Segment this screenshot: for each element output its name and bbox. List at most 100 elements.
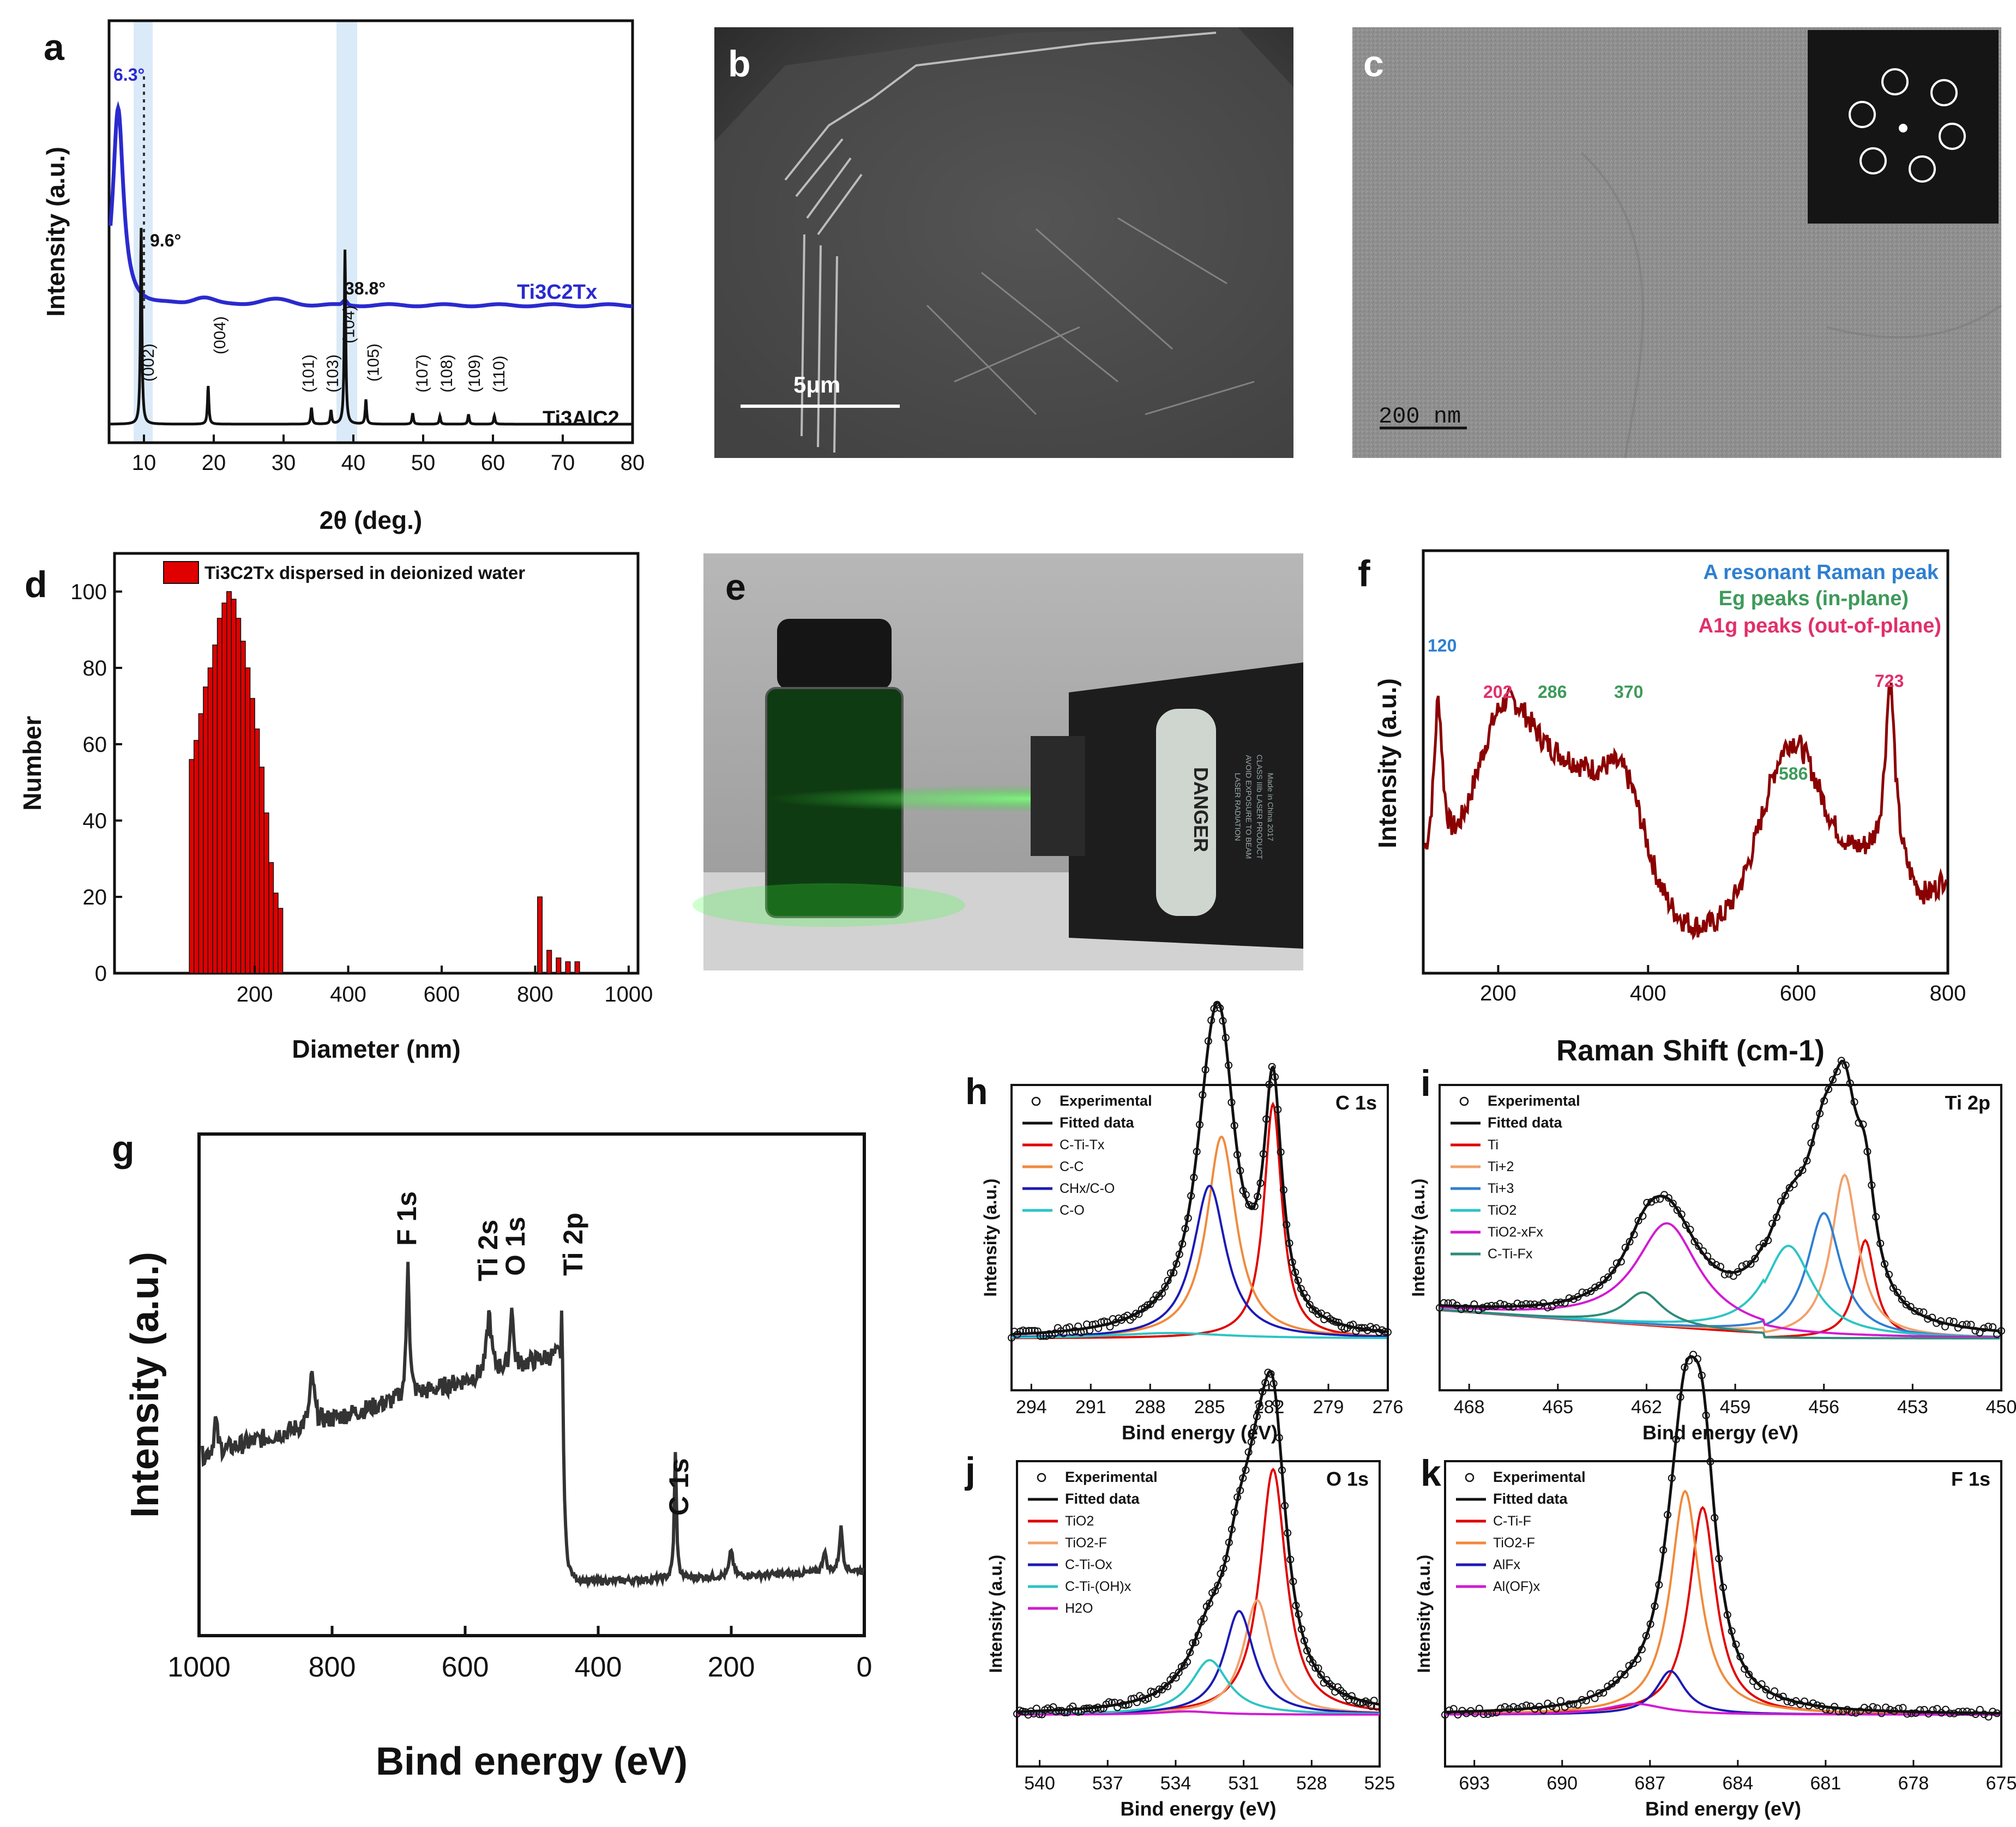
experimental-point [1144, 1695, 1152, 1702]
experimental-point [1278, 1466, 1286, 1474]
experimental-point [1535, 1703, 1543, 1711]
experimental-point [1440, 1299, 1448, 1307]
experimental-point [1259, 1388, 1267, 1396]
experimental-point [1958, 1321, 1966, 1329]
peak-ti2s: Ti 2s [473, 1220, 503, 1281]
x-tick-label-i: 459 [1720, 1397, 1751, 1418]
panel-title-h: C 1s [1335, 1092, 1377, 1114]
experimental-point [1119, 1701, 1127, 1709]
experimental-point [1565, 1294, 1573, 1302]
experimental-point [1479, 1304, 1487, 1312]
experimental-point [1646, 1620, 1654, 1628]
legend-text-i: Ti [1488, 1137, 1499, 1153]
experimental-point [1259, 1150, 1267, 1158]
experimental-point [1689, 1350, 1698, 1359]
experimental-point [1578, 1288, 1586, 1297]
peak-o1s: O 1s [500, 1217, 531, 1276]
experimental-point [1444, 1299, 1452, 1307]
experimental-point [1695, 1242, 1703, 1250]
peak-label-586: 586 [1779, 764, 1808, 783]
legend-text-i: Ti+3 [1488, 1181, 1514, 1196]
experimental-point [1829, 1076, 1837, 1084]
y-axis-label-a: Intensity (a.u.) [41, 147, 70, 317]
experimental-point [1728, 1627, 1736, 1635]
experimental-point [1749, 1677, 1757, 1685]
experimental-point [1256, 1402, 1263, 1410]
experimental-point [1911, 1307, 1919, 1315]
experimental-point [1461, 1304, 1470, 1312]
panel-b: b 5μm [714, 27, 1293, 458]
histogram-bar [231, 599, 237, 974]
experimental-point [1294, 1276, 1302, 1285]
x-tick-label-i: 465 [1542, 1397, 1573, 1418]
experimental-point [1303, 1294, 1311, 1302]
panel-j: j O 1s 540 537 534 531 528 525 Bind energy (eV) I… [964, 1368, 1395, 1820]
experimental-point [1647, 1198, 1656, 1206]
experimental-point [1170, 1269, 1178, 1277]
experimental-point [1898, 1295, 1906, 1304]
experimental-point [1976, 1705, 1984, 1714]
experimental-point [1903, 1710, 1911, 1718]
legend-swatch-d [163, 561, 199, 584]
experimental-point [1207, 1016, 1215, 1024]
experimental-point [1608, 1267, 1616, 1275]
experimental-point [1771, 1687, 1779, 1695]
experimental-point [1467, 1707, 1475, 1715]
x-tick-label-a: 30 [272, 451, 296, 475]
experimental-point [1638, 1645, 1646, 1654]
experimental-point [1634, 1217, 1642, 1225]
panel-title-i: Ti 2p [1945, 1092, 1990, 1114]
experimental-point [1221, 1034, 1230, 1042]
experimental-point [1945, 1317, 1953, 1325]
experimental-point [1715, 1554, 1723, 1563]
experimental-point [1890, 1707, 1898, 1715]
experimental-point [1933, 1319, 1941, 1327]
y-tick-label-d: 20 [83, 885, 107, 909]
experimental-point [1971, 1710, 1979, 1719]
experimental-point [1790, 1180, 1798, 1189]
y-tick-label-d: 100 [70, 580, 107, 604]
experimental-point [1630, 1231, 1638, 1239]
experimental-point [1216, 1004, 1224, 1012]
experimental-point [1882, 1703, 1890, 1711]
experimental-point [1946, 1709, 1954, 1717]
experimental-point [1283, 1221, 1291, 1229]
experimental-point [1578, 1696, 1586, 1704]
experimental-point [1247, 1438, 1255, 1446]
x-tick-label-k: 684 [1722, 1773, 1753, 1794]
experimental-point [1191, 1638, 1200, 1647]
experimental-point [1712, 1261, 1720, 1269]
experimental-point [1035, 1710, 1043, 1719]
panel-label-a: a [44, 27, 65, 68]
legend-text-h: CHx/C-O [1060, 1181, 1115, 1196]
histogram-bar [189, 759, 195, 974]
experimental-point [1685, 1356, 1693, 1365]
x-tick-label-a: 50 [411, 451, 436, 475]
legend-text-h: C-C [1060, 1159, 1084, 1174]
experimental-point [1664, 1194, 1672, 1202]
experimental-point [1659, 1546, 1668, 1554]
experimental-point [1061, 1709, 1068, 1717]
experimental-point [1236, 1167, 1244, 1175]
x-tick-label-h: 291 [1075, 1397, 1106, 1418]
histogram-bar [565, 961, 571, 974]
experimental-point [1777, 1197, 1785, 1205]
x-tick-label-g: 800 [309, 1651, 356, 1683]
experimental-point [1288, 1258, 1296, 1267]
histogram-bar [245, 667, 251, 974]
experimental-point [1736, 1653, 1744, 1661]
experimental-point [1552, 1704, 1560, 1713]
experimental-point [1501, 1703, 1509, 1711]
experimental-point [1781, 1191, 1789, 1199]
experimental-point [1230, 1121, 1238, 1130]
legend-text-j: C-Ti-Ox [1065, 1557, 1112, 1572]
experimental-point [1907, 1709, 1916, 1717]
hkl-label: (002) [140, 343, 158, 382]
experimental-point [1225, 1061, 1233, 1069]
experimental-point [1652, 1196, 1660, 1204]
experimental-point [1277, 1148, 1285, 1156]
experimental-point [1535, 1301, 1543, 1310]
component-curve-i [1439, 1291, 2000, 1340]
